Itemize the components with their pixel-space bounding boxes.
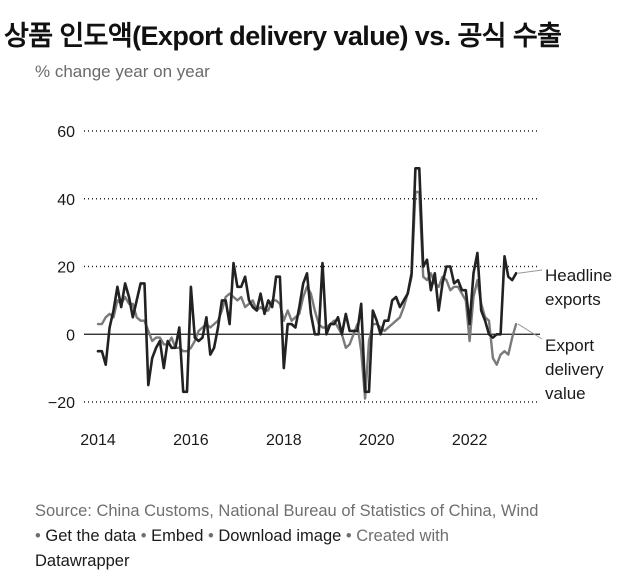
y-tick-label: 60 [57, 124, 75, 141]
headline-exports-label: exports [545, 290, 601, 309]
export-delivery-value-label: value [545, 384, 586, 403]
y-gridlines [84, 130, 540, 403]
y-tick-label: 0 [66, 327, 75, 344]
label-leader [517, 323, 543, 340]
source-note: Source: China Customs, National Bureau o… [35, 502, 539, 520]
x-tick-label: 2016 [173, 432, 209, 449]
x-tick-label: 2018 [266, 432, 302, 449]
headline-exports-label: Headline [545, 266, 612, 285]
embed-link[interactable]: Embed [151, 527, 204, 545]
download-image-link[interactable]: Download image [218, 527, 342, 545]
datawrapper-link[interactable]: Datawrapper [35, 552, 130, 570]
separator: • [203, 527, 219, 545]
x-tick-label: 2014 [80, 432, 116, 449]
get-data-link[interactable]: Get the data [45, 527, 137, 545]
export-delivery-value-line [96, 190, 518, 400]
series-labels: Headline exports Export delivery value [517, 266, 612, 403]
y-tick-label: −20 [48, 395, 75, 412]
export-delivery-value-label: delivery [545, 360, 604, 379]
separator: • [341, 527, 357, 545]
line-chart: −20 0 20 40 60 2014 2016 2018 2020 2022 Headline… [48, 124, 612, 449]
export-delivery-value-label: Export [545, 336, 594, 355]
chart-footer: Source: China Customs, National Bureau o… [35, 499, 625, 574]
x-axis-ticks: 2014 2016 2018 2020 2022 [80, 432, 487, 449]
separator: • [35, 527, 46, 545]
headline-exports-line [96, 167, 518, 394]
y-tick-label: 40 [57, 192, 75, 209]
chart-title: 상품 인도액(Export delivery value) vs. 공식 수출 [4, 21, 562, 51]
x-tick-label: 2022 [452, 432, 488, 449]
y-tick-label: 20 [57, 260, 75, 277]
x-tick-label: 2020 [359, 432, 395, 449]
separator: • [136, 527, 152, 545]
created-with-text: Created with [356, 527, 449, 545]
chart-subtitle: % change year on year [35, 62, 210, 81]
series-lines [96, 167, 518, 400]
label-leader [518, 269, 543, 274]
y-axis-ticks: −20 0 20 40 60 [48, 124, 75, 412]
